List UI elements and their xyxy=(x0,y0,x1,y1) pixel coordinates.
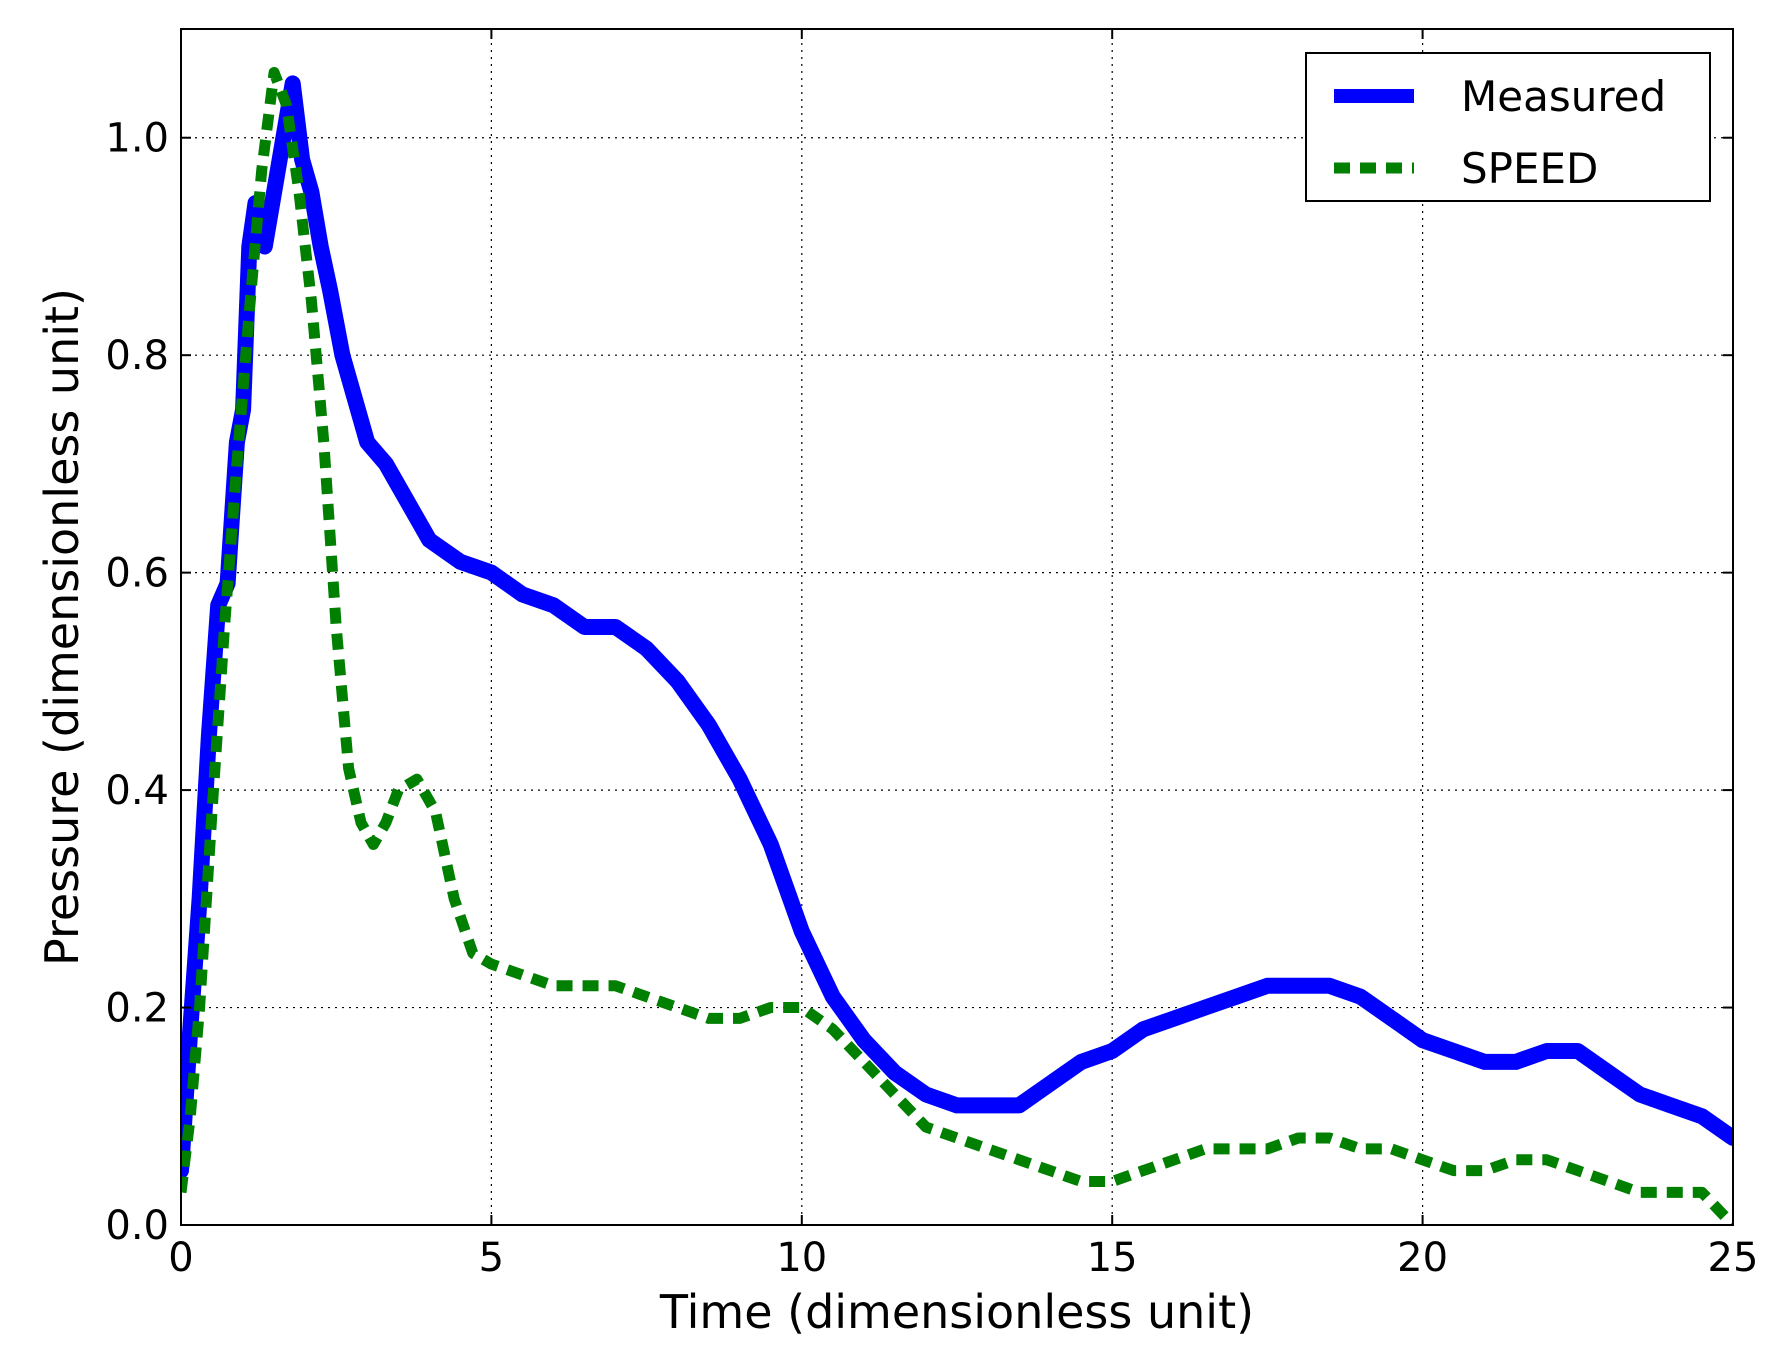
legend-box xyxy=(1305,52,1711,202)
x-tick-label: 25 xyxy=(1708,1235,1759,1281)
legend-label-speed: SPEED xyxy=(1461,144,1598,193)
y-tick-label: 1.0 xyxy=(105,116,169,162)
x-axis-label: Time (dimensionless unit) xyxy=(659,1285,1254,1339)
y-tick-label: 0.0 xyxy=(105,1203,169,1249)
x-tick-label: 15 xyxy=(1087,1235,1138,1281)
x-tick-label: 5 xyxy=(479,1235,504,1281)
plot-frame xyxy=(180,28,1734,1226)
y-tick-label: 0.4 xyxy=(105,768,169,814)
legend-label-measured: Measured xyxy=(1461,72,1666,121)
x-tick-label: 10 xyxy=(776,1235,827,1281)
series-line-measured xyxy=(181,75,1733,1179)
x-tick-label: 0 xyxy=(168,1235,193,1281)
y-tick-label: 0.8 xyxy=(105,333,169,379)
series-layer xyxy=(181,67,1733,1225)
legend: Measured SPEED xyxy=(1305,52,1711,202)
x-tick-label: 20 xyxy=(1397,1235,1448,1281)
y-tick-label: 0.6 xyxy=(105,551,169,597)
ticks: 0 5 10 15 20 25 0.0 0.2 0.4 0.6 0.8 1.0 xyxy=(105,29,1758,1281)
y-tick-label: 0.2 xyxy=(105,986,169,1032)
series-line-speed xyxy=(181,67,1733,1225)
y-axis-label: Pressure (dimensionless unit) xyxy=(35,288,89,966)
